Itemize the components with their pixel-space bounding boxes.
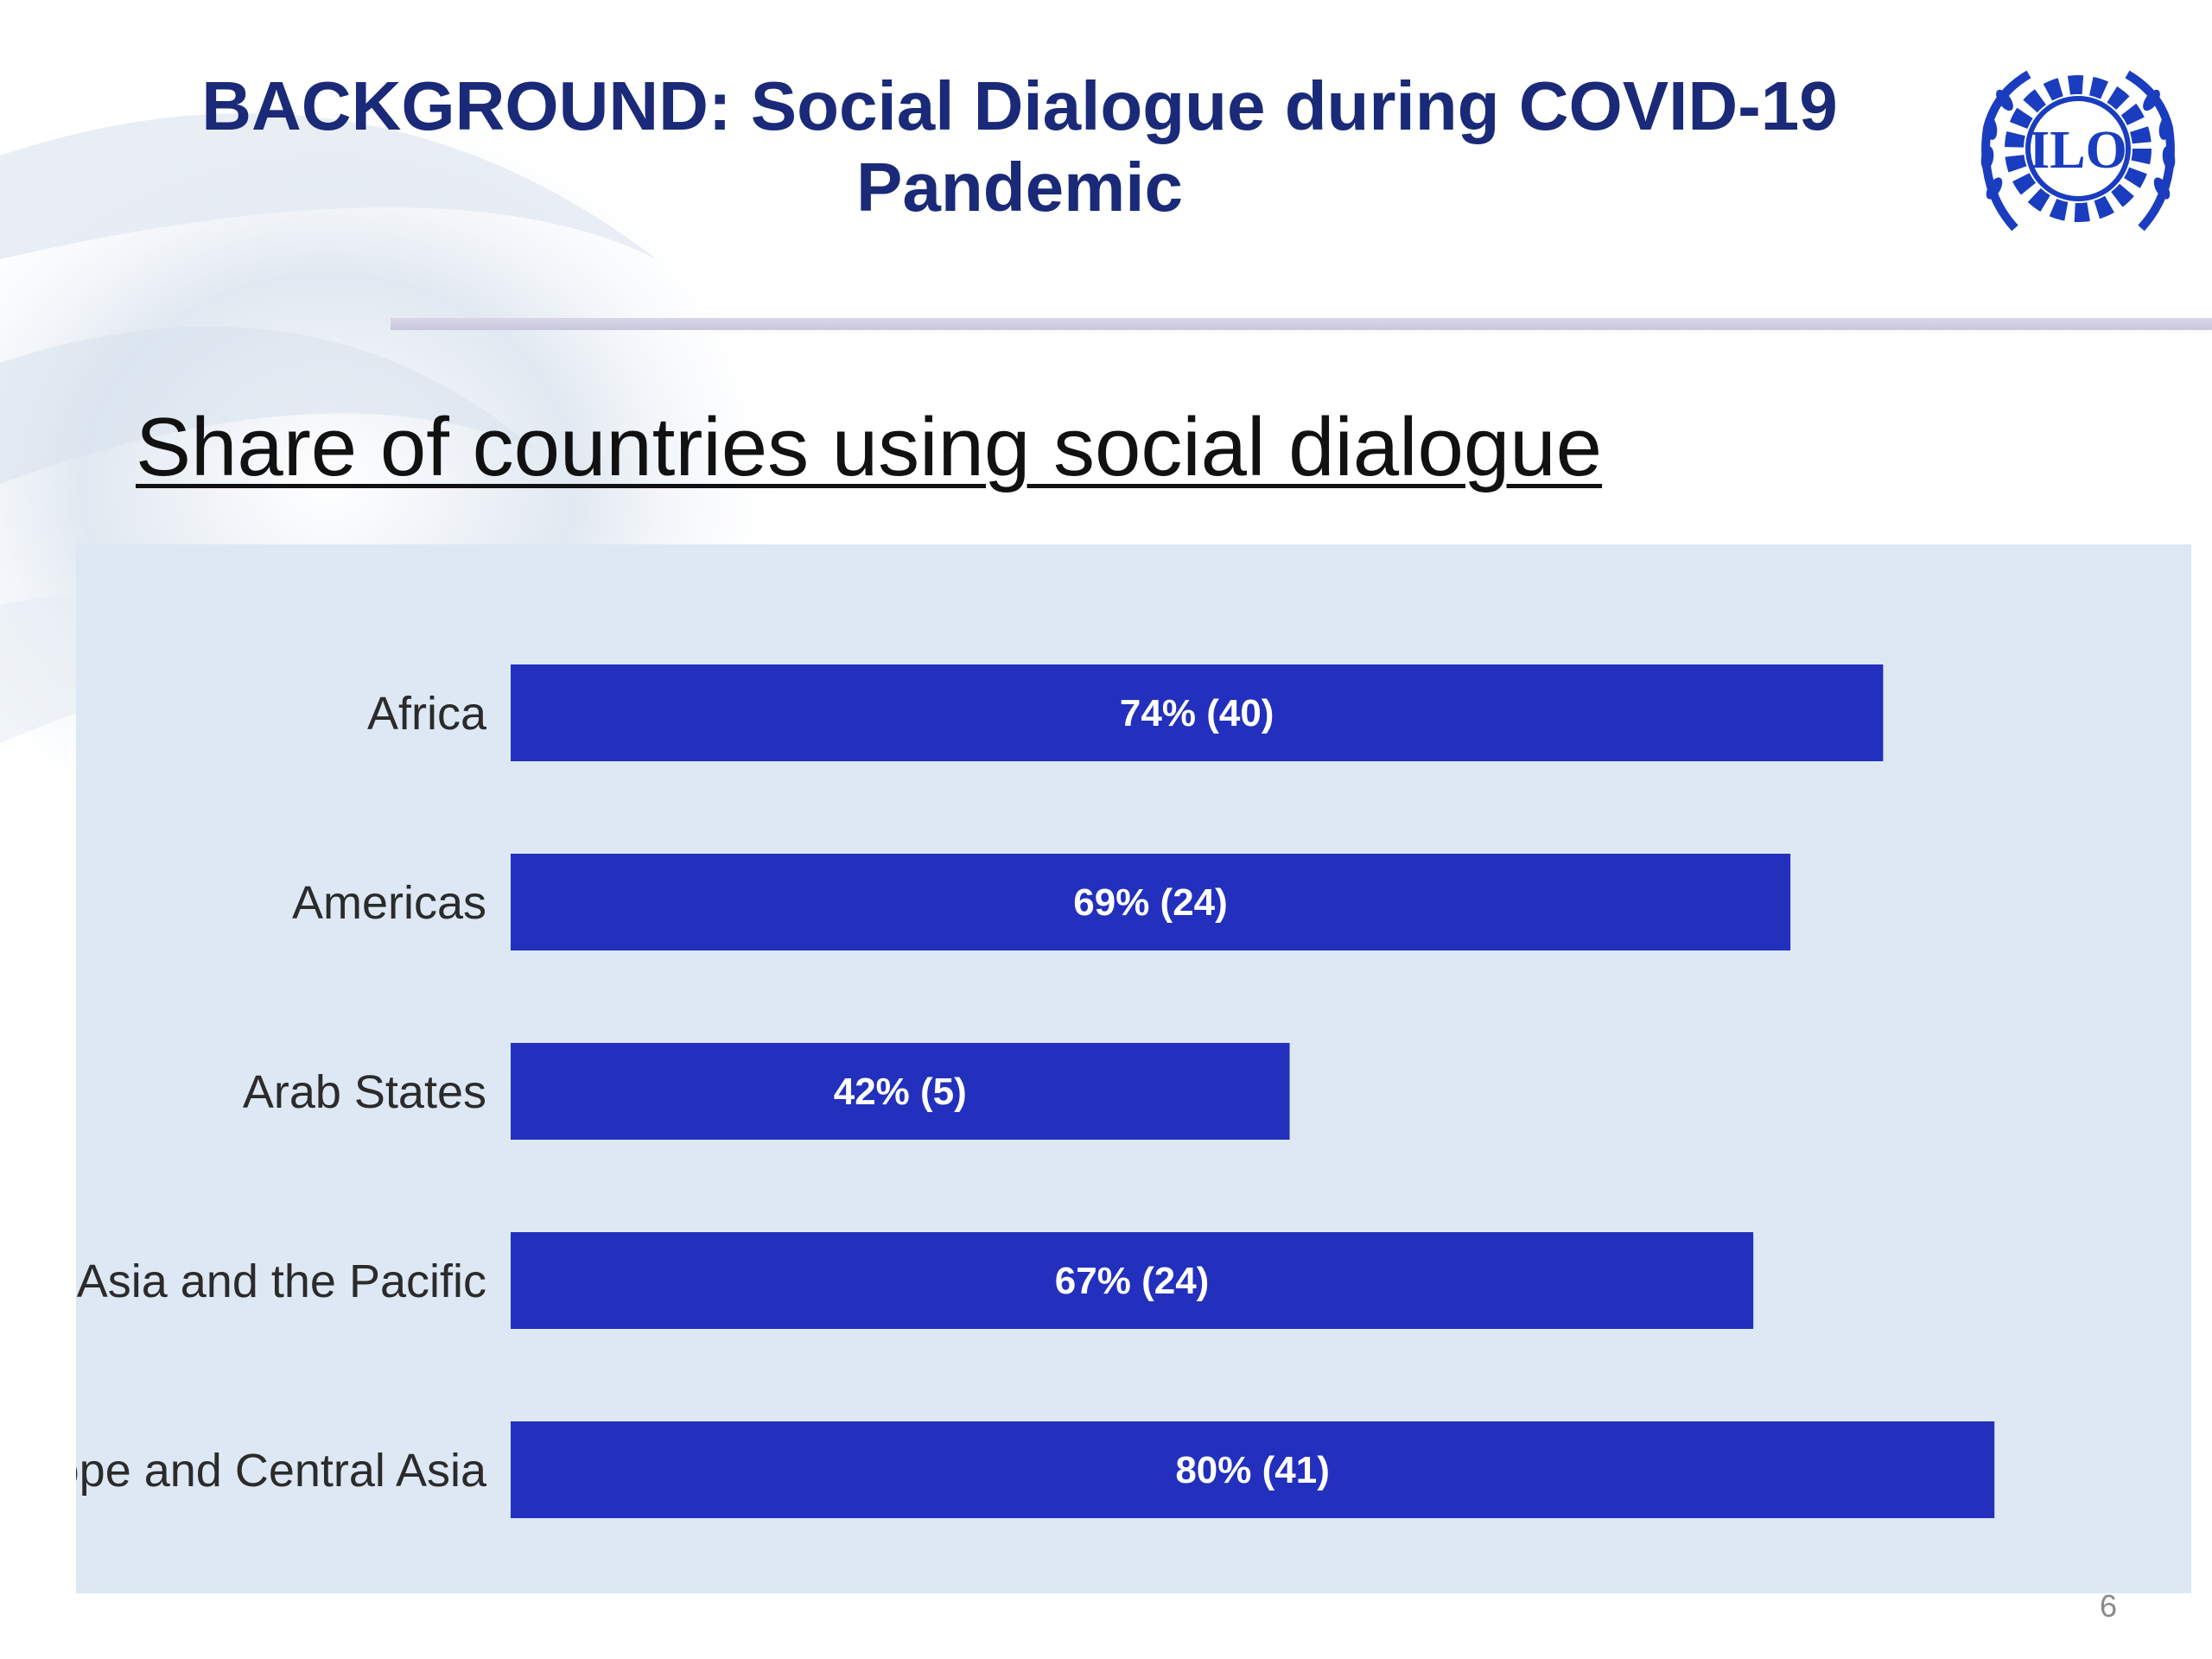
title-divider bbox=[391, 318, 2212, 330]
slide-title: BACKGROUND: Social Dialogue during COVID… bbox=[201, 67, 1838, 226]
value-label: 42% (5) bbox=[834, 1071, 967, 1113]
section-heading: Share of countries using social dialogue bbox=[136, 401, 1603, 493]
bar-chart: Africa 74% (40) Americas 69% (24) Arab State… bbox=[76, 664, 1995, 1518]
category-label: Arab States bbox=[243, 1066, 486, 1118]
value-label: 74% (40) bbox=[1120, 692, 1274, 734]
logo-text: ILO bbox=[2029, 121, 2127, 180]
bar bbox=[511, 1232, 1754, 1329]
category-label: Europe and Central Asia bbox=[76, 1445, 487, 1497]
page-number: 6 bbox=[2099, 1588, 2117, 1624]
category-label: Africa bbox=[367, 688, 487, 740]
value-label: 69% (24) bbox=[1073, 881, 1228, 924]
bar bbox=[511, 854, 1791, 950]
category-label: Asia and the Pacific bbox=[77, 1255, 486, 1307]
ilo-emblem-icon: ILO bbox=[1980, 70, 2176, 232]
bar bbox=[511, 1421, 1995, 1518]
value-label: 67% (24) bbox=[1055, 1260, 1210, 1302]
chart-panel: Africa 74% (40) Americas 69% (24) Arab State… bbox=[76, 544, 2191, 1593]
category-label: Americas bbox=[292, 877, 486, 929]
bar bbox=[511, 1043, 1290, 1140]
bar bbox=[511, 664, 1884, 761]
value-label: 80% (41) bbox=[1175, 1449, 1330, 1491]
